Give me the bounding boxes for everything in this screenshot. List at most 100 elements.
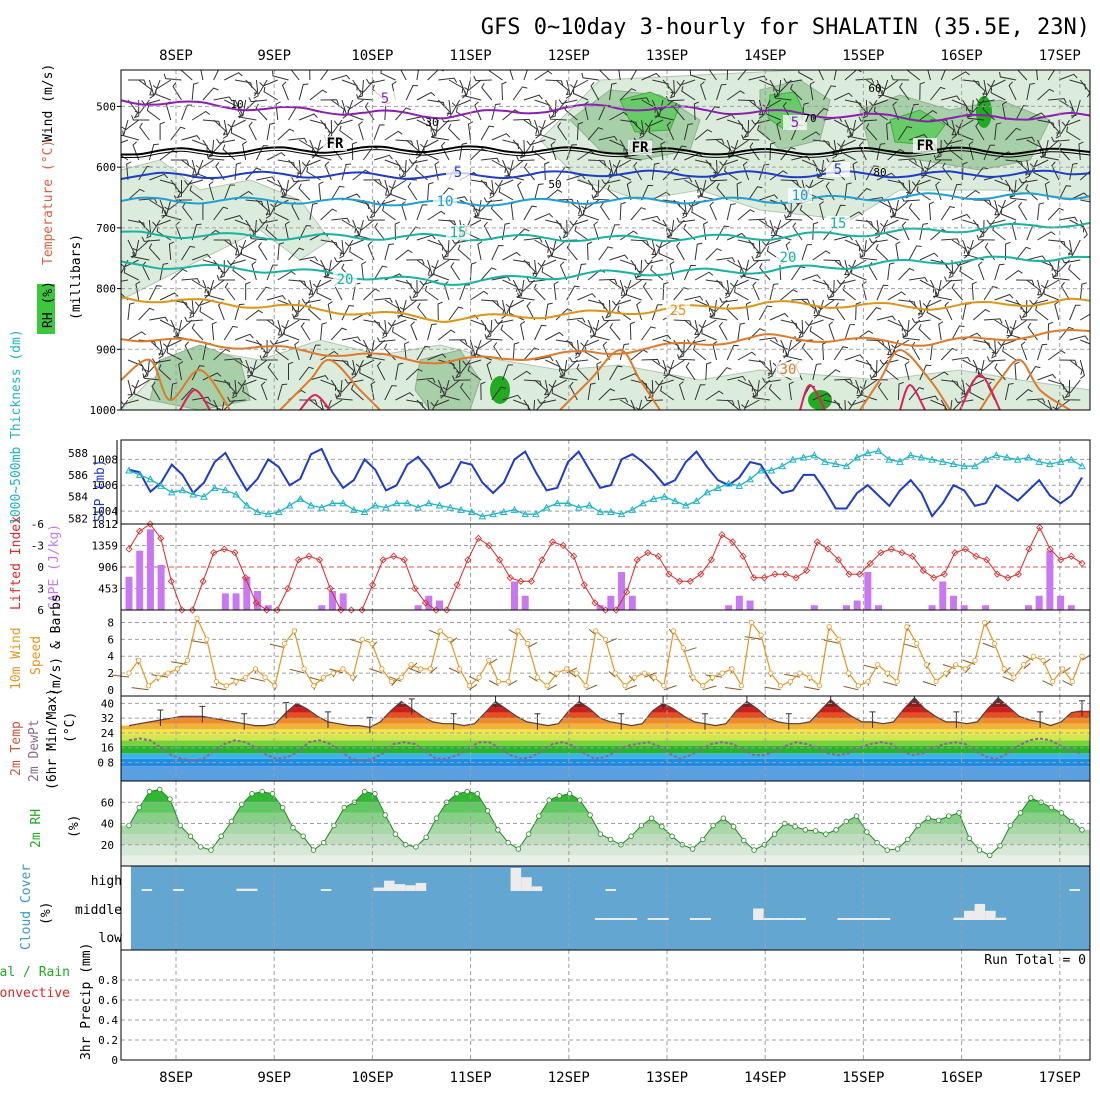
rh2m-point [1069,818,1075,825]
wind-barb [601,315,621,322]
wind-barb [361,261,367,281]
wind-barb [986,79,1006,88]
wind-barb [769,283,779,301]
minmax-label: (6hr Min/Max) [45,688,60,790]
wind-barb [994,199,1006,216]
wind-barb [833,70,837,81]
cloud-bar [985,910,996,920]
wind-barb [341,163,352,181]
wind-barb [206,153,225,161]
wind10m-barb [469,683,478,691]
wind-barb [566,243,578,261]
rh2m-point [566,791,573,797]
wind-barb [858,116,878,122]
wind-barb [502,222,511,241]
contour-label: 15 [450,225,467,241]
wind10m-barb [1062,667,1071,674]
wind-barb [652,359,666,375]
wind-barb [526,301,536,321]
wind-barb [698,319,717,329]
wind-barb [818,310,835,321]
contour-label-bg [788,188,812,203]
wind-barb [223,325,238,341]
date-label-top: 14SEP [744,48,786,64]
wind10m-point [252,666,259,672]
rh2m-point [146,788,153,795]
wind-barb [951,356,971,363]
wind-barb [1037,88,1055,101]
wind10m-point [758,632,764,638]
wind-barb [651,99,660,119]
wind10m-point [291,628,297,634]
wind-barb [407,182,418,201]
temp2m-grid [121,696,1090,781]
wind-barb [933,154,952,161]
thickness-point [746,475,754,483]
wind-barb [513,118,532,125]
wind-barb [769,170,788,181]
thickness-point [949,459,958,467]
cloud-bar [531,886,543,891]
wind-barb [181,104,193,121]
wind-barb [483,197,503,203]
wind-barb [1009,319,1028,331]
wind-barb [576,363,589,381]
wind-barb [1052,259,1060,278]
wind-barb [443,390,460,401]
wind-barb [837,139,856,148]
wind-barb [809,326,824,341]
wind-barb [234,303,245,321]
wind10m-barb [349,638,363,644]
wind-barb [550,251,567,261]
wind-barb [673,339,684,358]
contour-label-bg [373,91,397,106]
wind10m-barb [1022,654,1034,661]
lifted-index-point [824,545,832,553]
wind-barb [349,246,364,261]
rh2m-point [198,844,204,850]
wind-barb [994,122,1002,141]
cloud-bar [995,917,1007,920]
wind10m-point [145,683,152,689]
wind-barb [245,199,264,207]
wind-barb [224,239,238,255]
wind-barb [708,70,717,81]
thickness-point [189,490,198,498]
wind-barb [144,359,161,373]
wind-barb [801,274,821,281]
wind10m-barb [624,684,637,691]
wind-barb [318,181,324,201]
wind-barb [1026,255,1046,261]
wind-barb [189,185,204,201]
wind-barb [580,339,599,347]
thickness-point [392,499,401,507]
wind-barb [534,324,547,341]
wind-barb [705,106,720,121]
wind-barb [486,361,493,381]
wind-barb [587,319,595,339]
wind-barb [677,354,696,361]
wind-barb [591,194,610,201]
wind-barb [218,399,236,410]
contour-label: 10 [792,188,809,204]
wind-barb [523,70,528,81]
wind-barb [188,299,195,319]
wind-barb [461,79,471,97]
wind-barb [366,215,385,221]
rh2m-point [638,822,645,829]
temperature-band [121,745,1090,754]
wind10m-barb [369,668,382,674]
wind-barb [1079,282,1087,301]
wind10m-barb [883,681,898,687]
wind10m-point [233,678,239,685]
wind-barb [669,261,675,281]
wind-barb [569,219,589,226]
contour-label: 20 [780,250,797,266]
wind10m-barb [568,671,577,678]
wind-barb [232,379,247,395]
wind-barb [280,179,289,198]
wind-barb [128,79,147,85]
wind10m-point [972,657,978,664]
lifted-index-point [845,570,853,578]
